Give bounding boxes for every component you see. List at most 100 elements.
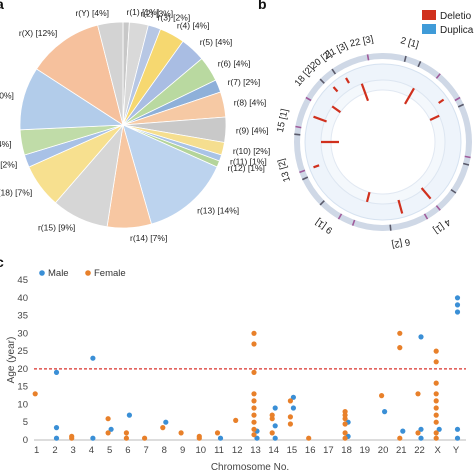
pie-slice-label: r(Y) [4%] <box>75 8 109 18</box>
chromosome-band <box>337 213 343 220</box>
chromosome-label: 4 [1] <box>431 216 452 236</box>
x-tick-label: 16 <box>305 445 316 456</box>
x-tick-label: 20 <box>378 445 389 456</box>
y-tick-label: 20 <box>17 364 28 375</box>
female-point <box>214 430 221 436</box>
male-point <box>436 426 442 432</box>
male-point <box>418 426 424 432</box>
deletion-mark <box>438 98 445 104</box>
pie-slice-label: r(4) [4%] <box>177 21 210 31</box>
chromosome-label: 22 [3] <box>349 34 375 50</box>
female-point <box>342 430 348 436</box>
legend-label: Duplica <box>440 25 474 36</box>
female-point <box>233 417 239 423</box>
male-point <box>454 426 461 432</box>
female-point <box>251 341 257 347</box>
chromosome-label: 15 [1] <box>275 108 291 134</box>
chromosome-band <box>435 205 441 211</box>
y-tick-label: 5 <box>23 417 28 428</box>
female-point <box>433 435 439 441</box>
female-point <box>287 414 293 420</box>
panel-a-letter: a <box>0 0 4 12</box>
chromosome-label: 13 [2] <box>276 157 293 183</box>
chromosome-band <box>319 200 325 206</box>
male-point <box>272 435 278 441</box>
female-point <box>306 435 312 441</box>
x-tick-label: 8 <box>162 445 167 456</box>
deletion-mark <box>397 199 404 214</box>
male-point <box>454 295 461 301</box>
y-tick-label: 45 <box>17 275 28 286</box>
chromosome-band <box>464 155 471 159</box>
female-point <box>105 430 111 436</box>
chromosome-band <box>331 68 337 75</box>
female-point <box>342 435 348 441</box>
chromosome-label: 9 [1] <box>313 216 334 236</box>
x-tick-label: 21 <box>396 445 407 456</box>
male-point <box>108 426 114 432</box>
female-point <box>269 412 275 418</box>
male-point <box>290 394 296 400</box>
pie-slice <box>122 124 218 225</box>
x-tick-label: 1 <box>34 445 39 456</box>
female-point <box>433 412 439 418</box>
female-point <box>433 359 439 365</box>
deletion-mark <box>331 105 342 114</box>
y-tick-label: 40 <box>17 293 28 304</box>
pie-slice-label: r(2) [3%] <box>141 8 174 18</box>
female-point <box>397 435 403 441</box>
x-tick-label: 18 <box>341 445 352 456</box>
pie-slice-label: r(11) [1%] <box>230 156 267 166</box>
female-point <box>32 391 38 397</box>
y-tick-label: 10 <box>17 399 28 410</box>
chromosome-band <box>319 78 325 84</box>
panel-b-letter: b <box>258 0 267 12</box>
female-point <box>142 435 148 441</box>
pie-slice-label: 20) [2%] <box>0 160 17 170</box>
male-point <box>272 423 278 429</box>
female-point <box>269 416 275 422</box>
pie-slice-label: r(9) [4%] <box>236 125 269 135</box>
male-point <box>126 412 132 418</box>
pie-slice-label: r(5) [4%] <box>200 37 233 47</box>
pie-chart: r(1) [1%]r(2) [3%]r(3) [2%]r(4) [4%] r(5)… <box>0 7 270 243</box>
female-point <box>287 398 293 404</box>
female-point <box>251 398 257 404</box>
pie-slice-label: r(15) [9%] <box>38 223 75 233</box>
legend-label: Female <box>94 268 126 279</box>
pie-slice <box>97 21 124 126</box>
male-point <box>382 409 388 415</box>
legend-swatch <box>422 24 436 34</box>
deletion-mark <box>360 83 370 102</box>
deletion-mark <box>404 87 415 105</box>
female-point <box>397 330 403 336</box>
female-point <box>415 430 421 436</box>
chromosome-band <box>301 176 309 181</box>
y-tick-label: 0 <box>23 435 28 446</box>
x-tick-label: 4 <box>89 445 94 456</box>
x-tick-label: 10 <box>196 445 207 456</box>
chromosome-band <box>294 133 301 136</box>
center-disc <box>330 89 436 195</box>
pie-slice <box>36 24 124 126</box>
chromosome-band <box>417 60 422 68</box>
female-point <box>342 421 348 427</box>
chromosome-band <box>462 162 470 166</box>
chromosome-band <box>295 125 302 129</box>
legend-marker <box>39 270 45 276</box>
deletion-mark <box>313 115 327 123</box>
chromosome-band <box>389 224 392 231</box>
female-point <box>342 416 348 422</box>
female-point <box>379 393 385 399</box>
female-point <box>251 391 257 397</box>
female-point <box>433 398 439 404</box>
female-point <box>415 391 421 397</box>
male-point <box>418 334 424 340</box>
pie-slice-label: r(8) [4%] <box>234 97 267 107</box>
chromosome-band <box>457 103 465 108</box>
male-point <box>290 405 296 411</box>
male-point <box>272 405 278 411</box>
pie-slice-label: r(10) [2%] <box>233 146 270 156</box>
male-point <box>418 435 424 441</box>
